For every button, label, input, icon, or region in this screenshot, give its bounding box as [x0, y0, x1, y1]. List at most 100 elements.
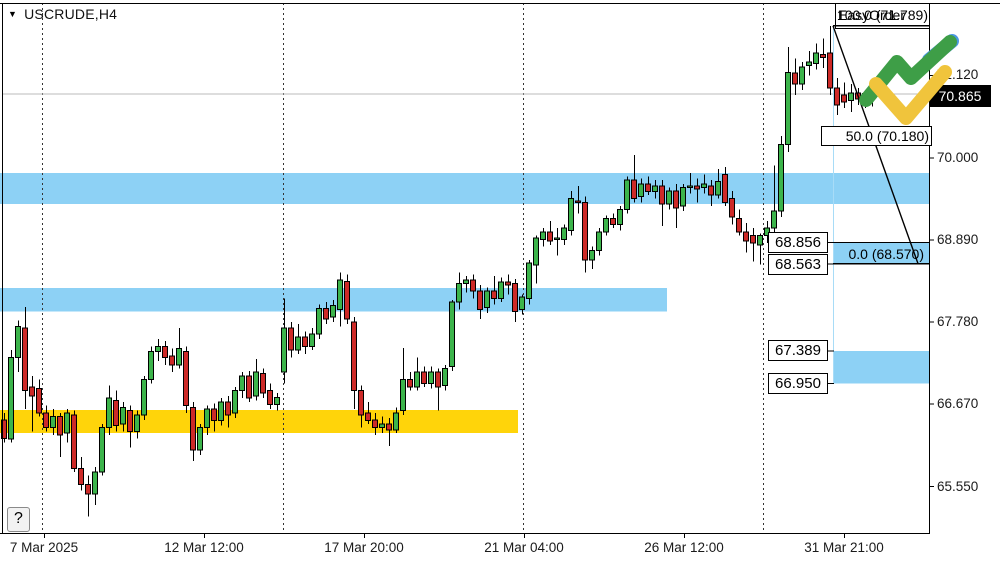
- candle: [722, 173, 728, 203]
- candle: [435, 371, 441, 388]
- candle: [253, 371, 259, 397]
- candle: [22, 327, 28, 392]
- candle: [400, 379, 406, 412]
- candle: [414, 371, 420, 388]
- candle: [169, 355, 175, 366]
- candle: [771, 210, 777, 229]
- x-axis-label: 31 Mar 21:00: [804, 540, 884, 555]
- candle: [554, 237, 560, 240]
- candle: [638, 183, 644, 197]
- candle: [57, 416, 63, 436]
- candle: [463, 279, 469, 285]
- candle: [372, 419, 378, 429]
- y-axis-label: 66.670: [937, 396, 979, 411]
- candle: [694, 185, 700, 190]
- candle: [624, 179, 630, 211]
- candles: [1, 25, 875, 517]
- candle: [617, 209, 623, 225]
- candle: [71, 414, 77, 469]
- candle: [477, 290, 483, 310]
- candle: [379, 423, 385, 429]
- candle: [225, 401, 231, 416]
- candle: [680, 187, 686, 207]
- y-axis-label: 68.890: [937, 232, 979, 247]
- candle: [561, 227, 567, 240]
- candle: [589, 249, 595, 261]
- zone-zone-68856-68563[interactable]: [833, 242, 929, 265]
- candle: [267, 390, 273, 406]
- candle: [127, 410, 133, 432]
- candle: [743, 231, 749, 242]
- candle: [813, 52, 819, 64]
- candle: [456, 283, 462, 303]
- candle: [631, 179, 637, 200]
- candle: [190, 407, 196, 451]
- candle: [799, 66, 805, 85]
- candle: [526, 262, 532, 299]
- candle: [120, 407, 126, 425]
- candle: [274, 396, 280, 406]
- candle: [673, 190, 679, 209]
- candle: [43, 412, 49, 429]
- symbol-text: USCRUDE,H4: [24, 6, 118, 22]
- price-level-box[interactable]: 67.389: [768, 340, 828, 361]
- candle: [337, 279, 343, 310]
- period-separators: [42, 3, 764, 533]
- candle: [736, 218, 742, 233]
- candle: [659, 185, 665, 205]
- candle: [666, 190, 672, 205]
- candle: [491, 290, 497, 299]
- candle: [36, 388, 42, 414]
- candle: [148, 351, 154, 381]
- candle: [183, 351, 189, 406]
- price-level-box[interactable]: 68.856: [768, 232, 828, 253]
- candle: [85, 484, 91, 495]
- broker-logo: [859, 34, 959, 125]
- candle: [764, 227, 770, 237]
- y-axis-label: 70.000: [937, 150, 979, 165]
- candle: [512, 283, 518, 313]
- candle: [29, 386, 35, 397]
- candle: [239, 375, 245, 392]
- candle: [302, 336, 308, 347]
- chart-frame: [0, 3, 1000, 534]
- candle: [64, 412, 70, 434]
- logo-yellow-stroke: [869, 65, 952, 125]
- zone-resistance-band-upper[interactable]: [0, 172, 929, 204]
- zone-zone-67389-66950[interactable]: [833, 350, 929, 384]
- fib-50-label-box[interactable]: 50.0 (70.180): [821, 126, 932, 146]
- candle: [113, 399, 119, 426]
- candle: [778, 144, 784, 212]
- candle: [470, 279, 476, 292]
- price-level-box[interactable]: 68.563: [768, 254, 828, 275]
- candle: [603, 218, 609, 233]
- candle: [218, 401, 224, 421]
- candle: [785, 71, 791, 146]
- fib-100-label-box[interactable]: EasyOrder 100.0 (71.789): [835, 3, 930, 29]
- candle: [806, 61, 812, 67]
- symbol-dropdown-icon[interactable]: ▼: [8, 9, 18, 19]
- price-level-box[interactable]: 66.950: [768, 373, 828, 394]
- candle: [246, 375, 252, 399]
- candle: [92, 471, 98, 495]
- candle: [232, 390, 238, 414]
- candle: [316, 308, 322, 335]
- candle: [260, 373, 266, 394]
- fib-0-label[interactable]: 0.0 (68.570): [848, 246, 925, 262]
- candle: [106, 397, 112, 429]
- candle: [610, 218, 616, 226]
- candle: [652, 185, 658, 192]
- candle: [288, 327, 294, 351]
- help-button[interactable]: ?: [7, 507, 30, 532]
- candle: [848, 92, 854, 101]
- candle: [792, 72, 798, 85]
- easyorder-watermark: EasyOrder: [838, 7, 905, 23]
- zone-support-band-yellow[interactable]: [0, 409, 518, 433]
- candle: [386, 423, 392, 431]
- candle: [568, 198, 574, 231]
- candle: [645, 183, 651, 192]
- candle: [8, 357, 14, 440]
- axis-ticks: [44, 74, 934, 538]
- candle: [442, 368, 448, 386]
